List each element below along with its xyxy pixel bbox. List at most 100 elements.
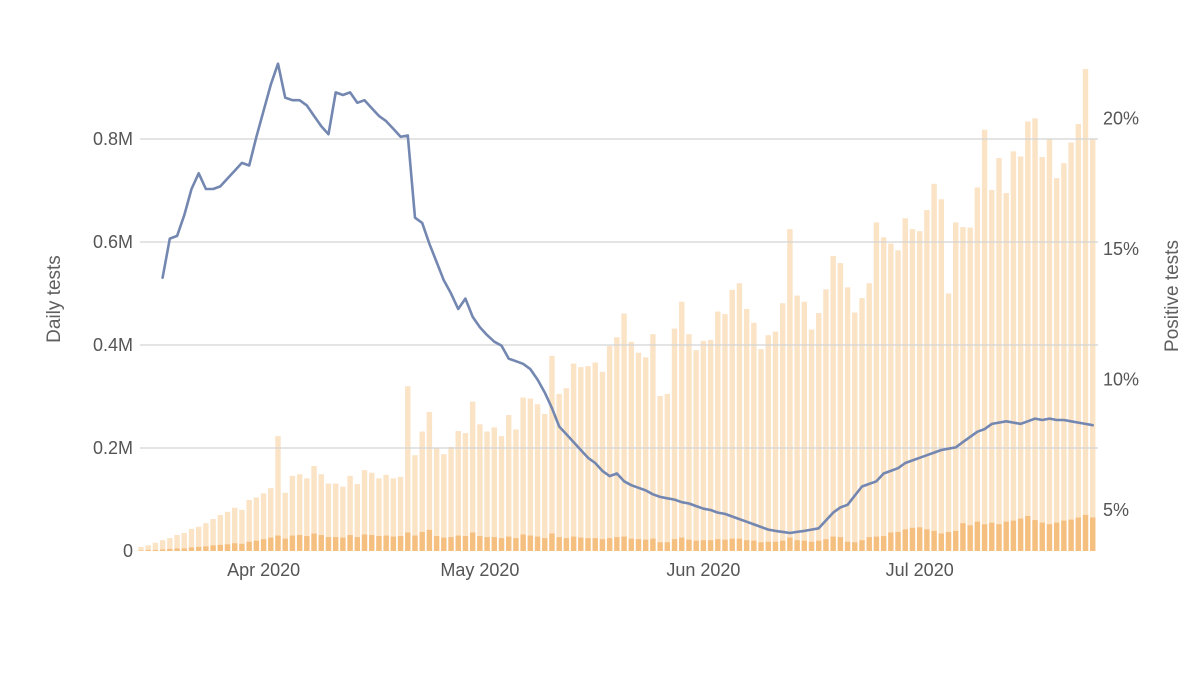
total-tests-bar [693, 350, 699, 551]
positive-tests-bar [318, 535, 324, 551]
positive-tests-bar [743, 540, 750, 551]
total-tests-bar [643, 357, 649, 551]
total-tests-bar [909, 229, 916, 551]
total-tests-bar [405, 386, 411, 551]
total-tests-bar [873, 222, 880, 551]
total-tests-bar [924, 210, 930, 551]
positive-tests-bar [599, 539, 606, 551]
positive-tests-bar [794, 540, 800, 551]
positive-tests-bar [138, 550, 144, 551]
legend: Percentage positive tests (7-day moving … [0, 610, 1200, 670]
positive-tests-bar [347, 535, 353, 551]
positive-tests-bar [953, 530, 959, 551]
total-tests-bar [859, 298, 865, 551]
positive-tests-bar [376, 536, 382, 551]
positive-tests-bar [513, 538, 519, 552]
total-tests-bar [1068, 142, 1074, 551]
positive-tests-bar [664, 542, 671, 551]
total-tests-bar [513, 429, 519, 551]
total-tests-bar [455, 431, 461, 551]
total-tests-bar [203, 523, 209, 551]
x-tick-label: May 2020 [440, 560, 519, 580]
total-tests-bar [268, 488, 274, 551]
pct-positive-line [161, 62, 1094, 535]
left-tick-label: 0 [123, 541, 133, 561]
positive-tests-bar [960, 523, 966, 551]
positive-tests-bar [397, 536, 404, 551]
positive-tests-bar [736, 538, 743, 551]
positive-tests-bar [1061, 520, 1067, 551]
total-tests-bar [916, 231, 923, 551]
positive-tests-bar [830, 536, 836, 551]
total-tests-bar [318, 474, 324, 551]
total-tests-bar [1053, 178, 1060, 551]
positive-tests-bar [477, 536, 483, 551]
grid-lines [140, 138, 1098, 449]
positive-tests-bar [1082, 514, 1089, 551]
positive-tests-bar [686, 539, 692, 551]
positive-tests-bar [152, 549, 159, 551]
positive-tests-bar [671, 539, 678, 551]
positive-tests-bar [354, 537, 360, 551]
total-tests-bar [592, 362, 598, 551]
positive-tests-bar [268, 537, 274, 551]
positive-tests-bar [1053, 522, 1060, 551]
positive-tests-bar [419, 531, 425, 551]
total-tests-bar [895, 250, 901, 552]
positive-tests-bar [837, 537, 844, 551]
positive-tests-bar [722, 539, 728, 551]
positive-tests-bar [902, 529, 908, 551]
positive-tests-bar [253, 540, 260, 551]
positive-tests-bar [289, 535, 296, 551]
total-tests-bar [844, 287, 851, 551]
total-tests-bar [866, 283, 872, 551]
total-tests-bar [960, 227, 966, 551]
total-tests-bar [794, 295, 800, 551]
total-tests-bar [412, 455, 418, 551]
positive-tests-bar [203, 546, 209, 551]
total-tests-bar [246, 500, 252, 551]
total-tests-bar [722, 314, 728, 551]
positive-tests-bar [844, 541, 851, 551]
positive-tests-bar [895, 531, 901, 551]
total-tests-bar [506, 415, 512, 551]
total-tests-bar [138, 546, 144, 551]
positive-tests-bar [527, 535, 534, 551]
total-tests-bar [902, 218, 908, 551]
total-tests-bar [1025, 121, 1031, 552]
positive-tests-bar [1046, 524, 1053, 551]
total-tests-bar [433, 448, 440, 551]
positive-tests-bar [758, 542, 764, 551]
positive-tests-bar [751, 540, 757, 551]
total-tests-bar [477, 424, 483, 551]
total-tests-bar [152, 542, 159, 551]
positive-tests-bar [650, 538, 656, 551]
right-tick-label: 15% [1103, 239, 1139, 259]
positive-tests-bar [390, 536, 397, 551]
left-axis-tick-labels: 0 0.2M 0.4M 0.6M 0.8M [93, 129, 133, 561]
right-tick-label: 5% [1103, 500, 1129, 520]
positive-tests-bar [974, 521, 981, 551]
positive-tests-bar [981, 524, 988, 551]
total-tests-bar [217, 514, 224, 551]
total-tests-bar [448, 446, 454, 551]
total-tests-bar [743, 308, 750, 551]
positive-tests-bar [643, 539, 649, 551]
positive-tests-bar [635, 539, 642, 551]
positive-tests-bar [715, 539, 721, 551]
positive-tests-bar [506, 536, 512, 551]
right-axis-tick-labels: 5% 10% 15% 20% [1103, 109, 1139, 521]
total-tests-bar [1032, 118, 1038, 552]
positive-tests-bar [592, 538, 598, 552]
total-tests-bar [174, 535, 180, 551]
total-tests-bar [700, 340, 707, 551]
total-tests-bar [311, 466, 317, 551]
total-tests-bar [837, 263, 844, 551]
total-tests-bar [304, 478, 310, 551]
total-tests-bar [599, 371, 606, 551]
positive-tests-bar [405, 532, 411, 551]
total-tests-bar [340, 486, 346, 552]
positive-tests-bar [866, 537, 872, 551]
total-tests-bar [715, 311, 721, 551]
total-tests-bar [686, 334, 692, 551]
